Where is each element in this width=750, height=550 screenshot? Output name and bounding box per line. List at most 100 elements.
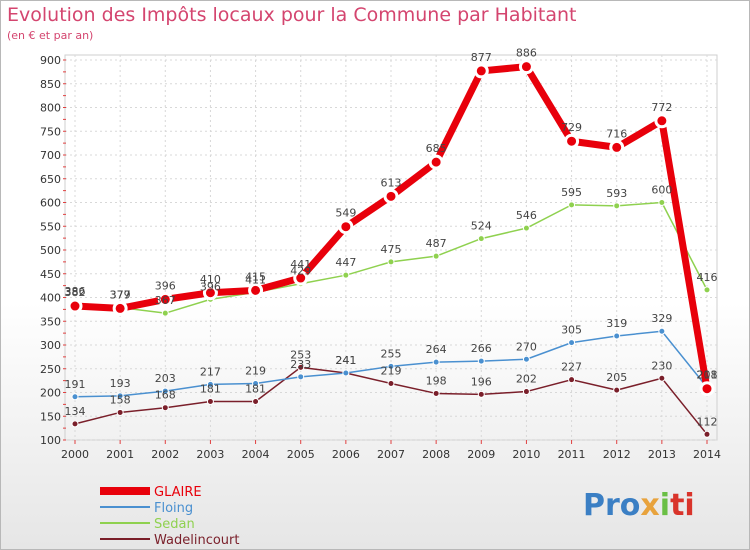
- data-point-floing: [297, 373, 305, 381]
- data-point-sedan: [432, 252, 440, 260]
- data-point-floing: [658, 327, 666, 335]
- logo-part-2: x: [640, 488, 660, 523]
- data-point-floing: [432, 358, 440, 366]
- data-label: 549: [335, 207, 356, 220]
- data-label: 168: [155, 389, 176, 402]
- data-label: 181: [200, 383, 221, 396]
- logo-part-1: Pro: [583, 488, 641, 523]
- x-tick-label: 2007: [377, 448, 405, 461]
- data-label: 219: [381, 364, 402, 377]
- data-label: 241: [335, 354, 356, 367]
- chart-subtitle: (en € et par an): [7, 29, 94, 42]
- data-point-wadelincourt: [568, 376, 576, 384]
- x-tick-label: 2002: [151, 448, 179, 461]
- data-label: 396: [155, 279, 176, 292]
- data-point-sedan: [522, 224, 530, 232]
- data-point-sedan: [342, 271, 350, 279]
- data-label: 181: [245, 383, 266, 396]
- data-point-wadelincourt: [658, 374, 666, 382]
- data-label: 305: [561, 324, 582, 337]
- data-label: 379: [110, 288, 131, 301]
- y-tick-label: 600: [40, 197, 61, 210]
- x-tick-label: 2009: [467, 448, 495, 461]
- data-point-glaire: [293, 270, 309, 286]
- data-label: 112: [697, 415, 718, 428]
- data-point-glaire: [338, 219, 354, 235]
- y-tick-label: 900: [40, 54, 61, 67]
- data-point-glaire: [654, 113, 670, 129]
- data-point-wadelincourt: [297, 363, 305, 371]
- y-tick-label: 500: [40, 244, 61, 257]
- data-label: 367: [155, 294, 176, 307]
- data-label: 233: [290, 358, 311, 371]
- data-point-wadelincourt: [71, 420, 79, 428]
- data-point-glaire: [248, 282, 264, 298]
- chart-title: Evolution des Impôts locaux pour la Comm…: [7, 4, 577, 26]
- legend-label-sedan: Sedan: [154, 517, 195, 532]
- data-label: 255: [381, 347, 402, 360]
- data-point-floing: [477, 357, 485, 365]
- data-point-floing: [206, 380, 214, 388]
- data-point-wadelincourt: [613, 386, 621, 394]
- data-label: 203: [155, 372, 176, 385]
- x-tick-label: 2000: [61, 448, 89, 461]
- data-point-floing: [568, 339, 576, 347]
- y-tick-label: 550: [40, 220, 61, 233]
- data-point-glaire: [564, 133, 580, 149]
- data-point-glaire: [67, 298, 83, 314]
- data-label: 396: [200, 280, 221, 293]
- x-tick-label: 2012: [603, 448, 631, 461]
- data-label: 241: [335, 354, 356, 367]
- data-point-sedan: [387, 258, 395, 266]
- data-point-glaire: [473, 63, 489, 79]
- x-tick-label: 2004: [242, 448, 270, 461]
- data-label: 429: [290, 265, 311, 278]
- legend-label-glaire: GLAIRE: [154, 485, 202, 500]
- data-label: 266: [471, 342, 492, 355]
- data-point-wadelincourt: [522, 388, 530, 396]
- axes: 100 150 200 250 300 350 400 450 500 550 600 650 700 7…: [40, 54, 721, 461]
- data-label: 134: [65, 405, 86, 418]
- y-tick-label: 450: [40, 268, 61, 281]
- data-label: 270: [516, 340, 537, 353]
- data-label: 411: [245, 273, 266, 286]
- data-label: 219: [245, 364, 266, 377]
- data-label: 193: [110, 377, 131, 390]
- data-point-wadelincourt: [116, 408, 124, 416]
- y-tick-label: 300: [40, 339, 61, 352]
- data-point-floing: [613, 332, 621, 340]
- data-label: 377: [110, 288, 131, 301]
- data-point-glaire: [518, 59, 534, 75]
- data-label: 319: [606, 317, 627, 330]
- data-label: 253: [290, 348, 311, 361]
- x-tick-label: 2014: [693, 448, 721, 461]
- y-tick-label: 700: [40, 149, 61, 162]
- data-label: 264: [426, 343, 447, 356]
- y-tick-label: 750: [40, 125, 61, 138]
- x-tick-label: 2001: [106, 448, 134, 461]
- data-point-floing: [71, 393, 79, 401]
- data-point-floing: [342, 369, 350, 377]
- data-point-sedan: [613, 202, 621, 210]
- data-point-sedan: [477, 235, 485, 243]
- data-label: 191: [65, 378, 86, 391]
- data-point-glaire: [428, 154, 444, 170]
- data-point-glaire: [383, 188, 399, 204]
- data-label: 593: [606, 187, 627, 200]
- data-label: 613: [381, 176, 402, 189]
- data-point-wadelincourt: [252, 398, 260, 406]
- data-label: 382: [65, 286, 86, 299]
- data-point-glaire: [112, 300, 128, 316]
- y-tick-label: 400: [40, 292, 61, 305]
- data-label: 158: [110, 393, 131, 406]
- data-label: 227: [561, 361, 582, 374]
- data-label: 205: [606, 371, 627, 384]
- data-label: 441: [290, 258, 311, 271]
- data-label: 716: [606, 127, 627, 140]
- y-tick-label: 250: [40, 363, 61, 376]
- x-tick-label: 2010: [512, 448, 540, 461]
- x-tick-label: 2006: [332, 448, 360, 461]
- x-tick-label: 2005: [287, 448, 315, 461]
- data-point-glaire: [157, 291, 173, 307]
